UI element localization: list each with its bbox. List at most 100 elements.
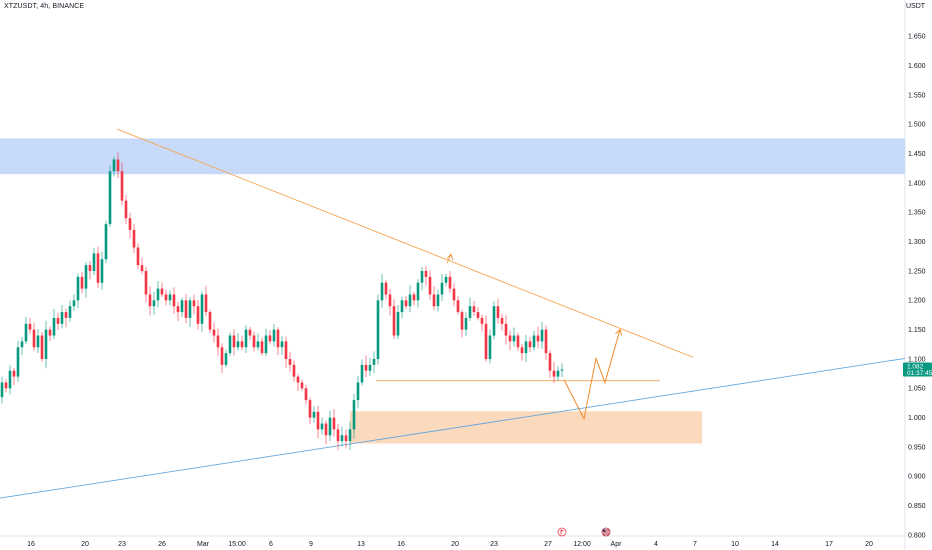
x-tick-label: 4 bbox=[654, 541, 658, 548]
candle-body bbox=[476, 312, 480, 318]
candle-body bbox=[96, 253, 100, 283]
candle-body bbox=[336, 429, 340, 442]
y-tick-label: 1.050 bbox=[908, 386, 926, 393]
y-tick-label: 1.200 bbox=[908, 298, 926, 305]
candle-body bbox=[164, 294, 168, 301]
candle-body bbox=[104, 224, 108, 260]
y-tick-label: 1.500 bbox=[908, 122, 926, 129]
candle-body bbox=[236, 341, 240, 348]
candle-body bbox=[184, 300, 188, 318]
candle-body bbox=[444, 276, 448, 283]
candle-body bbox=[328, 417, 332, 436]
us-flag-stripe bbox=[603, 531, 609, 533]
candle-body bbox=[552, 370, 556, 377]
candle-body bbox=[292, 364, 296, 377]
projection-arrowhead bbox=[615, 328, 623, 336]
candle-body bbox=[100, 259, 104, 283]
candle-body bbox=[244, 329, 248, 348]
candle-body bbox=[284, 341, 288, 359]
candle-body bbox=[432, 294, 436, 307]
candle-body bbox=[528, 341, 532, 348]
x-tick-label: 9 bbox=[309, 541, 313, 548]
candle-body bbox=[192, 300, 196, 307]
candle-body bbox=[492, 306, 496, 336]
touch-arrow-stem bbox=[446, 254, 452, 264]
candle-body bbox=[52, 317, 56, 336]
candle-body bbox=[556, 370, 560, 377]
x-tick-label: 20 bbox=[865, 541, 873, 548]
ascending-support-line bbox=[0, 357, 906, 499]
candle-body bbox=[124, 200, 128, 219]
candle-body bbox=[488, 335, 492, 359]
candle-body bbox=[340, 435, 344, 442]
candle-body bbox=[484, 323, 488, 359]
candle-body bbox=[88, 265, 92, 271]
currency-label: USDT bbox=[906, 3, 926, 10]
descending-resistance-line bbox=[116, 128, 694, 358]
x-tick-label: 14 bbox=[771, 541, 779, 548]
candle-body bbox=[144, 271, 148, 295]
y-tick-label: 1.400 bbox=[908, 180, 926, 187]
candle-body bbox=[140, 265, 144, 271]
candle-body bbox=[380, 282, 384, 301]
x-tick-label: 12:00 bbox=[573, 541, 591, 548]
candle-body bbox=[304, 388, 308, 401]
candle-body bbox=[92, 253, 96, 271]
us-flag-canton bbox=[603, 529, 606, 532]
price-badge bbox=[903, 362, 932, 377]
candle-body bbox=[264, 335, 268, 354]
candle-body bbox=[76, 276, 80, 301]
candle-body bbox=[440, 282, 444, 295]
candle-body bbox=[276, 329, 280, 348]
x-tick-label: 15:00 bbox=[228, 541, 246, 548]
candle-body bbox=[188, 300, 192, 318]
x-tick-label: 16 bbox=[397, 541, 405, 548]
candle-body bbox=[272, 329, 276, 342]
candle-body bbox=[84, 265, 88, 289]
candle-body bbox=[452, 288, 456, 301]
candle-body bbox=[412, 294, 416, 301]
y-tick-label: 1.300 bbox=[908, 239, 926, 246]
candle-body bbox=[256, 341, 260, 348]
projection-path bbox=[563, 329, 621, 421]
us-flag-stripe bbox=[603, 529, 609, 531]
x-tick-label: 17 bbox=[825, 541, 833, 548]
candle-body bbox=[280, 341, 284, 348]
candle-body bbox=[80, 276, 84, 289]
x-tick-label: 27 bbox=[544, 541, 552, 548]
y-tick-label: 0.850 bbox=[908, 503, 926, 510]
us-flag-stripe bbox=[603, 533, 609, 535]
candle-body bbox=[352, 400, 356, 430]
candle-body bbox=[40, 335, 44, 359]
candle-body bbox=[496, 306, 500, 318]
candle-body bbox=[464, 317, 468, 330]
y-tick-label: 1.450 bbox=[908, 151, 926, 158]
candle-body bbox=[48, 329, 52, 336]
candle-body bbox=[532, 335, 536, 348]
y-tick-label: 1.250 bbox=[908, 268, 926, 275]
x-tick-label: 6 bbox=[269, 541, 273, 548]
candle-body bbox=[344, 435, 348, 442]
candle-body bbox=[200, 294, 204, 324]
candle-body bbox=[384, 282, 388, 295]
candle-body bbox=[268, 335, 272, 342]
candle-body bbox=[320, 423, 324, 430]
candle-body bbox=[460, 312, 464, 330]
candle-body bbox=[60, 312, 64, 324]
candle-body bbox=[68, 306, 72, 318]
flag-icon[interactable] bbox=[557, 527, 567, 537]
candle-body bbox=[548, 353, 552, 371]
candle-body bbox=[56, 317, 60, 324]
x-tick-label: Apr bbox=[611, 541, 623, 548]
flag-icon-cloth bbox=[561, 529, 564, 532]
x-tick-label: Mar bbox=[197, 541, 210, 548]
candle-body bbox=[120, 171, 124, 201]
candle-body bbox=[116, 159, 120, 172]
candle-body bbox=[172, 294, 176, 307]
y-tick-label: 1.650 bbox=[908, 34, 926, 41]
candle-body bbox=[388, 294, 392, 307]
candle-body bbox=[472, 306, 476, 313]
candle-body bbox=[312, 411, 316, 418]
y-tick-label: 0.950 bbox=[908, 444, 926, 451]
